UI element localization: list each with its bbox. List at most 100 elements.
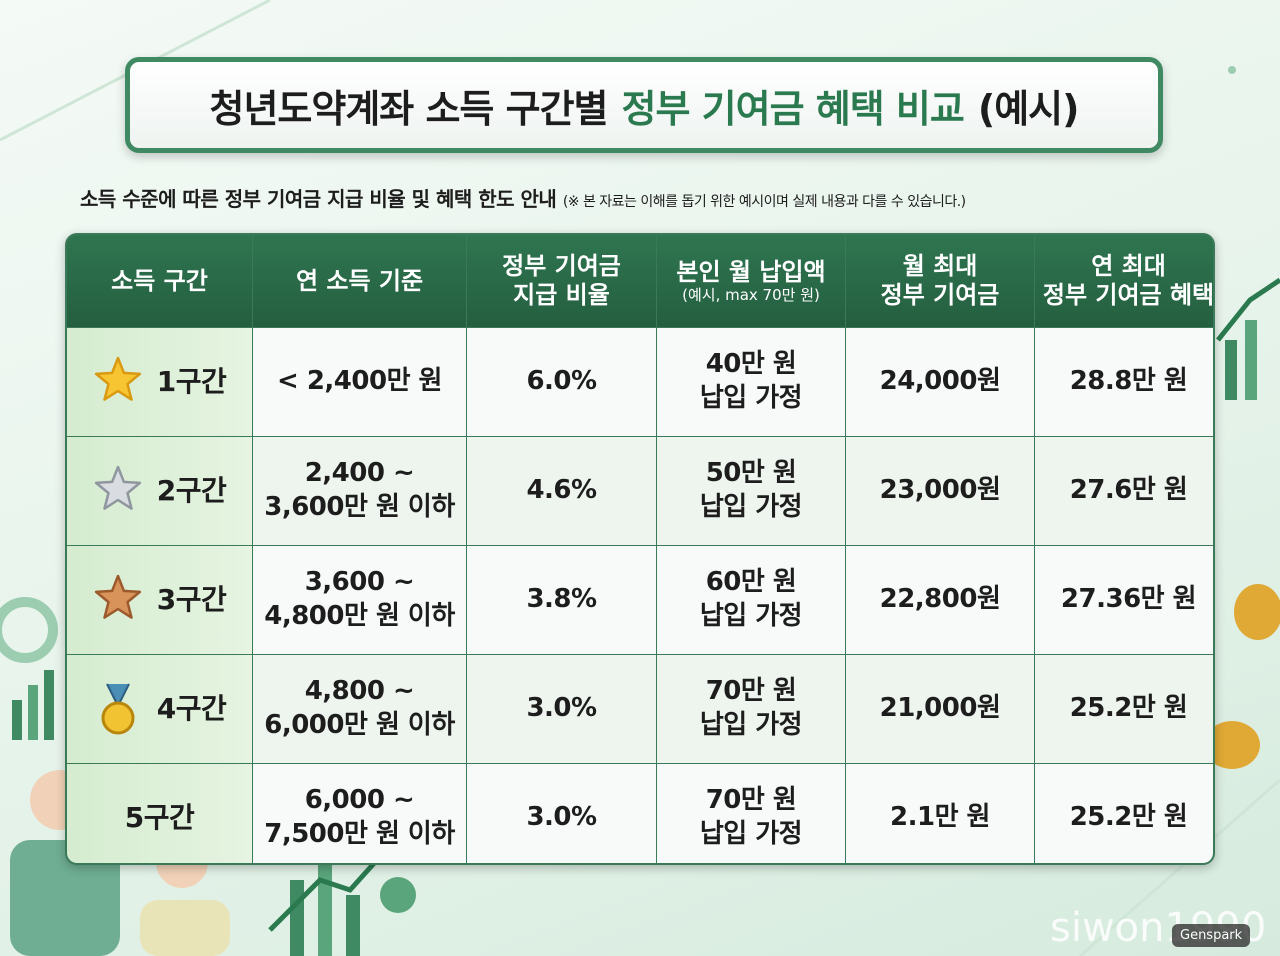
cell-text: 2.1만 원 (890, 802, 990, 833)
header-text: 본인 월 납입액 (676, 257, 826, 286)
cell-text: 3,600만 원 이하 (264, 492, 455, 522)
header-text: 정부 기여금 (880, 281, 1000, 309)
table-cell: 24,000원 (846, 328, 1034, 436)
band-text: 2구간 (157, 473, 227, 509)
cell-text: 3.0% (526, 802, 597, 833)
cell-text: 21,000원 (879, 693, 1001, 724)
header-text: 월 최대 (902, 252, 978, 281)
cell-text: 납입 가정 (699, 710, 803, 740)
table-cell: 3.8% (467, 546, 656, 654)
title-box: 청년도약계좌 소득 구간별 정부 기여금 혜택 비교 (예시) (125, 57, 1163, 153)
title-suffix: (예시) (977, 86, 1080, 131)
band-cell: 3구간 (67, 546, 252, 654)
header-text: 정부 기여금 (502, 252, 621, 281)
table-cell: 70만 원 납입 가정 (657, 655, 845, 763)
cell-text: 3.8% (526, 584, 597, 615)
band-text: 3구간 (157, 582, 227, 618)
cell-text: 7,500만 원 이하 (264, 819, 455, 849)
table-cell: 25.2만 원 (1035, 764, 1213, 863)
header-text: 연 소득 기준 (295, 266, 424, 295)
table-cell: 2,400 ~3,600만 원 이하 (253, 437, 466, 545)
cell-text: 3구간 (156, 582, 227, 616)
header-text: (예시, max 70만 원) (682, 286, 820, 305)
table-cell: 2.1만 원 (846, 764, 1034, 863)
band-cell: 1구간 (67, 328, 252, 436)
cell-text: 3,600 ~ (304, 567, 415, 598)
cell-text: 27.6만 원 (1069, 475, 1188, 506)
cell-text: 2구간 (156, 473, 227, 507)
header-cell: 정부 기여금 지급 비율 (467, 235, 656, 327)
table-cell: 4,800 ~6,000만 원 이하 (253, 655, 466, 763)
rank-icon (94, 356, 141, 401)
title-highlight: 정부 기여금 혜택 비교 (621, 86, 965, 131)
cell-text: 22,800원 (879, 584, 1001, 615)
table: 소득 구간 연 소득 기준 정부 기여금 지급 비율 본인 월 납입액 (예시, max … (65, 233, 1215, 865)
cell-text: 50만 원 (705, 458, 797, 489)
cell-text: 납입 가정 (699, 383, 803, 413)
table-cell: 40만 원 납입 가정 (657, 328, 845, 436)
cell-text: 23,000원 (879, 475, 1001, 506)
cell-text: 4,800만 원 이하 (264, 601, 455, 631)
note: (※ 본 자료는 이해를 돕기 위한 예시이며 실제 내용과 다를 수 있습니다… (562, 194, 966, 210)
cell-text: 1구간 (156, 364, 227, 398)
cell-text: 4구간 (156, 691, 227, 725)
table-cell: 4.6% (467, 437, 656, 545)
table-cell: 28.8만 원 (1035, 328, 1213, 436)
cell-text: < 2,400만 원 (277, 366, 442, 397)
table-cell: < 2,400만 원 (253, 328, 466, 436)
header-text: 소득 구간 (111, 266, 208, 295)
table-cell: 27.6만 원 (1035, 437, 1213, 545)
subtitle-line: 소득 수준에 따른 정부 기여금 지급 비율 및 혜택 한도 안내 (※ 본 자… (80, 183, 966, 212)
band-cell: 2구간 (67, 437, 252, 545)
cell-text: 28.8만 원 (1069, 366, 1188, 397)
cell-text: 25.2만 원 (1069, 802, 1188, 833)
badge: Genspark (1172, 924, 1251, 947)
table-cell: 21,000원 (846, 655, 1034, 763)
rank-icon (101, 683, 135, 735)
rank-icon (94, 465, 141, 510)
cell-text: 60만 원 (705, 567, 797, 598)
header-cell: 연 최대 정부 기여금 혜택 (1035, 235, 1215, 327)
band-cell: 4구간 (67, 655, 252, 763)
cell-text: 4.6% (526, 475, 597, 506)
cell-text: 70만 원 (705, 676, 797, 707)
subtitle: 소득 수준에 따른 정부 기여금 지급 비율 및 혜택 한도 안내 (80, 187, 557, 211)
band-text: 5구간 (125, 800, 195, 836)
header-cell: 본인 월 납입액 (예시, max 70만 원) (657, 235, 845, 327)
title: 청년도약계좌 소득 구간별 (209, 86, 608, 131)
cell-text: 25.2만 원 (1069, 693, 1188, 724)
cell-text: 납입 가정 (699, 601, 803, 631)
table-cell: 3,600 ~4,800만 원 이하 (253, 546, 466, 654)
table-cell: 50만 원 납입 가정 (657, 437, 845, 545)
header-cell: 연 소득 기준 (253, 235, 466, 327)
table-cell: 25.2만 원 (1035, 655, 1213, 763)
rank-icon (94, 574, 141, 619)
header-cell: 월 최대 정부 기여금 (846, 235, 1034, 327)
cell-text: 5구간 (124, 800, 195, 834)
header-cell: 소득 구간 (67, 235, 252, 327)
header-text: 정부 기여금 혜택 (1042, 281, 1215, 309)
cell-text: 6.0% (526, 366, 597, 397)
table-cell: 6,000 ~7,500만 원 이하 (253, 764, 466, 863)
cell-text: 2,400 ~ (304, 458, 415, 489)
table-cell: 22,800원 (846, 546, 1034, 654)
table-cell: 27.36만 원 (1035, 546, 1213, 654)
cell-text: 70만 원 (705, 785, 797, 816)
table-cell: 3.0% (467, 655, 656, 763)
table-cell: 3.0% (467, 764, 656, 863)
table-cell: 60만 원 납입 가정 (657, 546, 845, 654)
cell-text: 6,000 ~ (304, 785, 415, 816)
table-cell: 70만 원 납입 가정 (657, 764, 845, 863)
cell-text: 6,000만 원 이하 (264, 710, 455, 740)
band-text: 4구간 (157, 691, 227, 727)
header-text: 지급 비율 (513, 281, 610, 309)
cell-text: 3.0% (526, 693, 597, 724)
cell-text: 납입 가정 (699, 492, 803, 522)
band-cell: 5구간 (67, 764, 252, 863)
table-cell: 23,000원 (846, 437, 1034, 545)
band-text: 1구간 (157, 364, 227, 400)
table-cell: 6.0% (467, 328, 656, 436)
cell-text: 납입 가정 (699, 819, 803, 849)
cell-text: 27.36만 원 (1060, 584, 1197, 615)
